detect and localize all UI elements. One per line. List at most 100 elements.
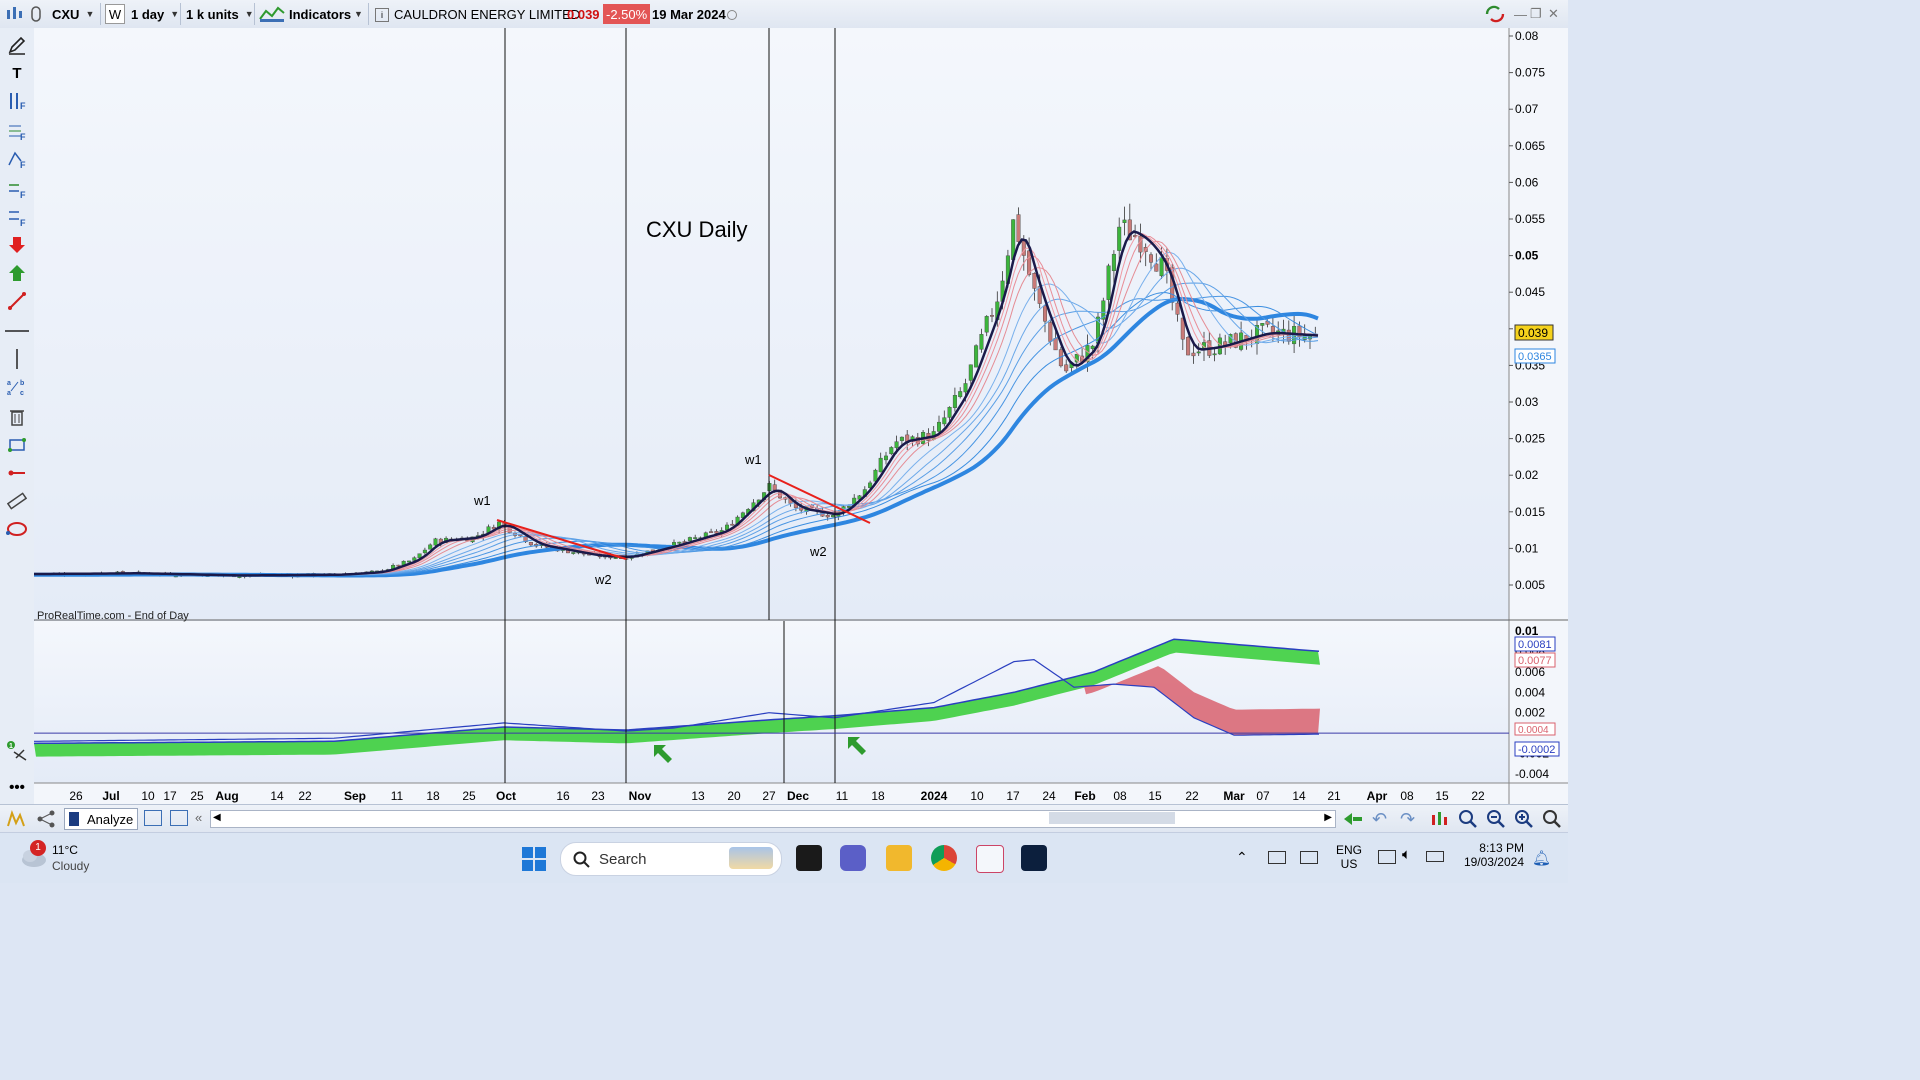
trend-line-2[interactable]	[768, 474, 871, 524]
layout-icon[interactable]	[170, 810, 188, 826]
language-indicator[interactable]: ENG US	[1336, 843, 1362, 871]
wave-label-w1-nov[interactable]: w1	[744, 452, 762, 467]
time-axis-label: 25	[462, 789, 476, 803]
file-explorer-icon[interactable]	[886, 845, 912, 871]
language-code: ENG	[1336, 843, 1363, 857]
abc-wave-icon[interactable]: a b a c	[5, 376, 29, 398]
chart-type-icon[interactable]	[4, 4, 24, 24]
battery-icon[interactable]	[1426, 851, 1444, 862]
candle-body	[407, 560, 412, 563]
trend-line-1[interactable]	[496, 519, 627, 560]
scroll-left-icon[interactable]: ◀	[213, 812, 221, 823]
buy-arrow-icon[interactable]	[5, 262, 29, 284]
scroll-to-end-icon[interactable]	[1342, 809, 1364, 832]
time-axis-label: 22	[298, 789, 312, 803]
trend-lines	[496, 474, 871, 560]
horizontal-line-icon[interactable]	[5, 320, 29, 342]
candle-body	[1260, 323, 1265, 326]
notifications-bell-icon[interactable]: 🔔︎	[1532, 850, 1552, 867]
green-arrow-icon[interactable]	[848, 737, 866, 755]
system-clock[interactable]: 8:13 PM 19/03/2024	[1460, 841, 1524, 869]
fibonacci-fan-icon[interactable]: F	[5, 120, 29, 142]
zoom-tool-icon[interactable]	[1542, 809, 1562, 832]
ellipse-icon[interactable]	[5, 518, 29, 540]
zoom-out-icon[interactable]	[1486, 809, 1506, 832]
zoom-fit-icon[interactable]	[1458, 809, 1478, 832]
indicators-button[interactable]: Indicators	[259, 4, 351, 24]
wave-label-w2-oct[interactable]: w2	[594, 572, 612, 587]
period-button[interactable]: W	[105, 4, 125, 24]
price-axis-label: 0.045	[1515, 285, 1545, 299]
chart-annotation-title[interactable]: CXU Daily	[646, 217, 747, 242]
teams-meet-icon[interactable]	[840, 845, 866, 871]
indicator-settings-icon[interactable]: 1	[5, 740, 29, 762]
time-axis-label: 25	[190, 789, 204, 803]
analyze-button[interactable]: Analyze	[64, 808, 139, 830]
windows-start-icon[interactable]	[522, 847, 546, 874]
prorealtime-app-icon[interactable]	[1021, 845, 1047, 871]
volume-icon[interactable]: 🔈︎	[1402, 846, 1412, 863]
window-icon[interactable]	[144, 810, 162, 826]
keyboard-icon[interactable]	[1268, 851, 1286, 864]
zoom-in-icon[interactable]	[1514, 809, 1534, 832]
scrollbar-thumb[interactable]	[1049, 812, 1175, 824]
green-arrow-icon[interactable]	[654, 745, 672, 763]
trend-line-icon[interactable]	[5, 290, 29, 312]
time-axis-label: 11	[391, 789, 404, 803]
ruler-icon[interactable]	[5, 490, 29, 512]
fibonacci-retracement-icon[interactable]: F	[5, 90, 29, 112]
trash-icon[interactable]	[5, 406, 29, 428]
chart-refresh-icon[interactable]	[1430, 809, 1450, 832]
candle-body	[1090, 345, 1095, 349]
timeframe-label: 1 day	[131, 6, 165, 22]
link-icon[interactable]	[28, 4, 44, 24]
redo-icon[interactable]: ↷	[1400, 809, 1416, 829]
sync-icon[interactable]	[1484, 4, 1506, 24]
close-icon[interactable]: ✕	[1548, 6, 1559, 21]
candle-body	[1117, 226, 1122, 251]
channel-icon[interactable]	[5, 434, 29, 456]
snipping-tool-icon[interactable]	[976, 845, 1004, 873]
draw-mode-icon[interactable]	[5, 809, 27, 832]
price-chart[interactable]: CXU Daily ProRealTime.com - End of Day w…	[33, 28, 1568, 804]
candle-body	[952, 395, 957, 408]
pencil-icon[interactable]	[5, 34, 29, 56]
wave-label-w1-oct[interactable]: w1	[473, 493, 491, 508]
scroll-right-icon[interactable]: ▶	[1324, 812, 1332, 823]
collapse-left-icon[interactable]: «	[195, 810, 203, 825]
share-icon[interactable]	[36, 809, 56, 832]
indicators-dropdown[interactable]: ▼	[354, 4, 363, 24]
units-selector[interactable]: 1 k units ▼	[186, 4, 254, 24]
undo-icon[interactable]: ↶	[1372, 809, 1388, 829]
sell-arrow-icon[interactable]	[5, 234, 29, 256]
time-axis-label: 17	[163, 789, 177, 803]
time-axis-label: Sep	[344, 789, 366, 803]
taskbar-search-box[interactable]: Search	[560, 842, 782, 876]
timeframe-selector[interactable]: 1 day ▼	[131, 4, 179, 24]
horizontal-scrollbar[interactable]: ◀ ▶	[210, 810, 1336, 828]
time-axis-label: 18	[426, 789, 440, 803]
candle-body	[725, 524, 730, 530]
fibonacci-arc-icon[interactable]: F	[5, 148, 29, 170]
chevron-down-icon: ▼	[85, 9, 95, 19]
text-tool-icon[interactable]: T	[12, 64, 22, 82]
chart-area[interactable]: CXU Daily ProRealTime.com - End of Day w…	[33, 28, 1568, 804]
show-hidden-icons-chevron[interactable]: ⌃	[1236, 849, 1248, 865]
more-icon[interactable]: •••	[9, 778, 25, 796]
task-view-icon[interactable]	[796, 845, 822, 871]
fibonacci-extension-icon[interactable]: F	[5, 206, 29, 228]
vertical-line-icon[interactable]	[5, 348, 29, 370]
weather-widget[interactable]: 1 11°C Cloudy	[18, 840, 89, 873]
fibonacci-time-icon[interactable]: F	[5, 178, 29, 200]
minimize-icon[interactable]: —	[1514, 6, 1527, 22]
time-axis-label: 24	[1042, 789, 1056, 803]
touchpad-icon[interactable]	[1300, 851, 1318, 864]
units-label: 1 k units	[186, 6, 239, 22]
wave-label-w2-dec[interactable]: w2	[809, 544, 827, 559]
info-icon[interactable]: i	[375, 8, 389, 22]
ray-icon[interactable]	[5, 462, 29, 484]
restore-icon[interactable]: ❐	[1530, 6, 1542, 21]
chrome-icon[interactable]	[931, 845, 957, 871]
symbol-selector[interactable]: CXU ▼	[52, 4, 94, 24]
network-icon[interactable]	[1378, 850, 1396, 864]
